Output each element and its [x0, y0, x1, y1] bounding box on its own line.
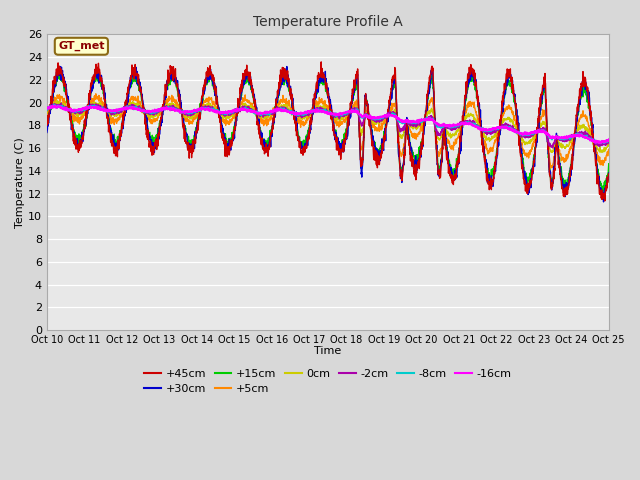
-8cm — [200, 107, 207, 112]
+15cm — [571, 132, 579, 138]
-8cm — [492, 126, 499, 132]
-2cm — [492, 127, 499, 133]
-2cm — [356, 119, 364, 124]
+15cm — [605, 161, 612, 167]
-2cm — [572, 134, 579, 140]
+45cm — [317, 59, 325, 65]
-16cm — [51, 103, 59, 108]
+30cm — [283, 64, 291, 70]
0cm — [605, 142, 612, 147]
-2cm — [43, 108, 51, 113]
+45cm — [601, 198, 609, 204]
-8cm — [43, 107, 51, 113]
+5cm — [492, 139, 499, 144]
+30cm — [492, 167, 499, 172]
0cm — [53, 97, 61, 103]
+30cm — [600, 199, 607, 205]
Line: +30cm: +30cm — [47, 67, 609, 202]
-8cm — [605, 137, 612, 143]
Legend: +45cm, +30cm, +15cm, +5cm, 0cm, -2cm, -8cm, -16cm: +45cm, +30cm, +15cm, +5cm, 0cm, -2cm, -8… — [140, 364, 516, 398]
-2cm — [605, 139, 612, 144]
+5cm — [572, 130, 579, 136]
0cm — [200, 106, 207, 112]
+5cm — [92, 91, 100, 96]
-16cm — [356, 112, 364, 118]
-16cm — [605, 136, 612, 142]
+45cm — [356, 157, 364, 163]
+30cm — [200, 91, 207, 97]
-16cm — [571, 133, 579, 139]
+5cm — [605, 146, 612, 152]
Y-axis label: Temperature (C): Temperature (C) — [15, 137, 25, 228]
Line: -8cm: -8cm — [47, 105, 609, 144]
Line: +45cm: +45cm — [47, 62, 609, 201]
+5cm — [556, 147, 563, 153]
+30cm — [571, 138, 579, 144]
+45cm — [556, 165, 563, 171]
0cm — [43, 108, 51, 114]
-16cm — [597, 140, 605, 146]
+15cm — [492, 160, 499, 166]
+45cm — [43, 119, 51, 125]
+45cm — [492, 166, 499, 172]
-16cm — [200, 106, 207, 112]
-16cm — [556, 135, 563, 141]
+5cm — [344, 114, 352, 120]
-2cm — [200, 106, 207, 112]
+30cm — [344, 121, 352, 127]
Line: -2cm: -2cm — [47, 103, 609, 148]
+15cm — [55, 69, 63, 75]
Line: -16cm: -16cm — [47, 106, 609, 143]
+15cm — [356, 156, 364, 161]
-8cm — [50, 102, 58, 108]
0cm — [548, 149, 556, 155]
0cm — [344, 111, 352, 117]
+15cm — [599, 191, 607, 197]
-8cm — [344, 110, 352, 116]
+15cm — [344, 120, 352, 126]
+30cm — [556, 159, 563, 165]
+30cm — [43, 130, 51, 135]
+30cm — [605, 170, 612, 176]
+45cm — [344, 114, 352, 120]
-16cm — [344, 108, 352, 114]
+5cm — [356, 140, 364, 146]
0cm — [356, 128, 364, 133]
+5cm — [200, 98, 207, 104]
-2cm — [548, 145, 556, 151]
+15cm — [556, 158, 563, 164]
+5cm — [43, 110, 51, 116]
0cm — [556, 140, 563, 146]
-8cm — [597, 141, 605, 146]
-8cm — [356, 114, 364, 120]
Text: GT_met: GT_met — [58, 41, 104, 51]
+30cm — [356, 159, 364, 165]
Title: Temperature Profile A: Temperature Profile A — [253, 15, 403, 29]
0cm — [572, 131, 579, 137]
+45cm — [605, 171, 612, 177]
+15cm — [43, 121, 51, 127]
-2cm — [556, 137, 563, 143]
+5cm — [547, 165, 554, 171]
Line: +5cm: +5cm — [47, 94, 609, 168]
+45cm — [571, 130, 579, 135]
-16cm — [492, 126, 499, 132]
Line: +15cm: +15cm — [47, 72, 609, 194]
X-axis label: Time: Time — [314, 347, 342, 357]
+45cm — [200, 88, 207, 94]
0cm — [492, 129, 499, 135]
-16cm — [43, 106, 51, 111]
-2cm — [58, 100, 65, 106]
Line: 0cm: 0cm — [47, 100, 609, 152]
-8cm — [556, 134, 563, 140]
-2cm — [344, 109, 352, 115]
+15cm — [200, 89, 207, 95]
-8cm — [571, 132, 579, 138]
